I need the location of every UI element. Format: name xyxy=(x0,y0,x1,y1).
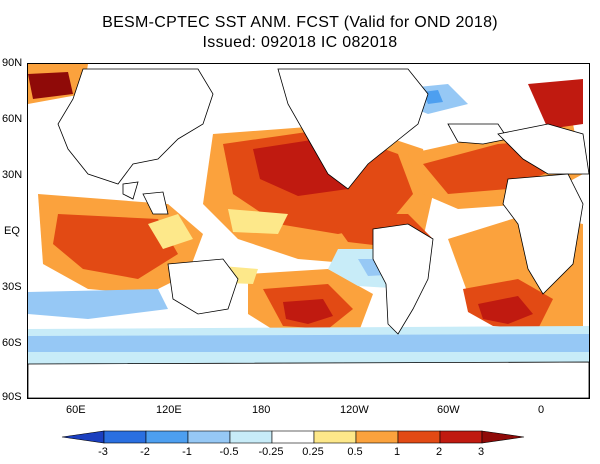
colorbar-label-neg2: -2 xyxy=(140,446,150,458)
colorbar-cell xyxy=(355,430,399,444)
colorbar-cell xyxy=(145,430,189,444)
greenland-sea-warm-strong xyxy=(528,79,583,129)
lat-label-90n: 90N xyxy=(2,57,23,69)
south-america-land xyxy=(372,223,434,335)
sst-anomaly-map xyxy=(27,63,590,399)
lat-label-30n: 30N xyxy=(2,169,23,181)
colorbar-label-3: 3 xyxy=(477,446,485,458)
south-atlantic-warm-strong xyxy=(478,296,533,324)
colorbar-label-025: 0.25 xyxy=(302,446,324,458)
colorbar-label-1: 1 xyxy=(393,446,401,458)
colorbar-arrow-low xyxy=(61,430,105,444)
colorbar-cell xyxy=(187,430,231,444)
lon-label-60e: 60E xyxy=(66,404,86,416)
colorbar xyxy=(61,430,525,444)
africa-land xyxy=(502,173,584,295)
arctic-warm-strong xyxy=(28,72,73,99)
colorbar-label-2: 2 xyxy=(435,446,443,458)
pacific-warm-pale-band xyxy=(228,209,288,234)
colorbar-label-05: 0.5 xyxy=(347,446,363,458)
north-america-land xyxy=(277,68,429,190)
colorbar-cell xyxy=(229,430,273,444)
lon-label-60w: 60W xyxy=(437,404,460,416)
map-title: BESM-CPTEC SST ANM. FCST (Valid for OND … xyxy=(102,14,498,31)
south-pacific-warm-strong xyxy=(283,299,333,324)
lon-label-180: 180 xyxy=(252,404,271,416)
colorbar-label-neg1: -1 xyxy=(182,446,192,458)
southeast-asia-land xyxy=(142,191,169,215)
colorbar-cell xyxy=(313,430,357,444)
southern-ocean-cool-light xyxy=(28,334,589,352)
continents xyxy=(28,68,589,398)
colorbar-label-neg025: -0.25 xyxy=(258,446,284,458)
lon-label-0: 0 xyxy=(538,404,545,416)
lat-label-60s: 60S xyxy=(2,337,22,349)
colorbar-label-neg3: -3 xyxy=(98,446,108,458)
australia-land xyxy=(167,258,239,315)
indian-ocean-warm-mid xyxy=(53,214,178,279)
colorbar-cell xyxy=(103,430,147,444)
colorbar-label-neg05: -0.5 xyxy=(219,446,239,458)
lat-label-90s: 90S xyxy=(2,391,22,403)
maritime-warm-pale xyxy=(148,214,193,249)
lon-label-120w: 120W xyxy=(340,404,369,416)
india-land xyxy=(122,181,139,200)
lat-label-eq: EQ xyxy=(4,225,20,237)
lat-label-30s: 30S xyxy=(2,281,22,293)
sst-map-svg xyxy=(28,64,589,398)
greenland-land xyxy=(447,123,509,145)
colorbar-cell xyxy=(439,430,483,444)
colorbar-cell xyxy=(271,430,315,444)
antarctica-land xyxy=(28,361,589,398)
south-indian-cool-light xyxy=(28,289,168,319)
europe-land xyxy=(497,123,589,175)
colorbar-cell xyxy=(397,430,441,444)
lon-label-120e: 120E xyxy=(156,404,182,416)
lat-label-60n: 60N xyxy=(2,113,23,125)
colorbar-arrow-high xyxy=(481,430,525,444)
map-subtitle: Issued: 092018 IC 082018 xyxy=(202,34,398,51)
asia-land xyxy=(57,68,214,185)
